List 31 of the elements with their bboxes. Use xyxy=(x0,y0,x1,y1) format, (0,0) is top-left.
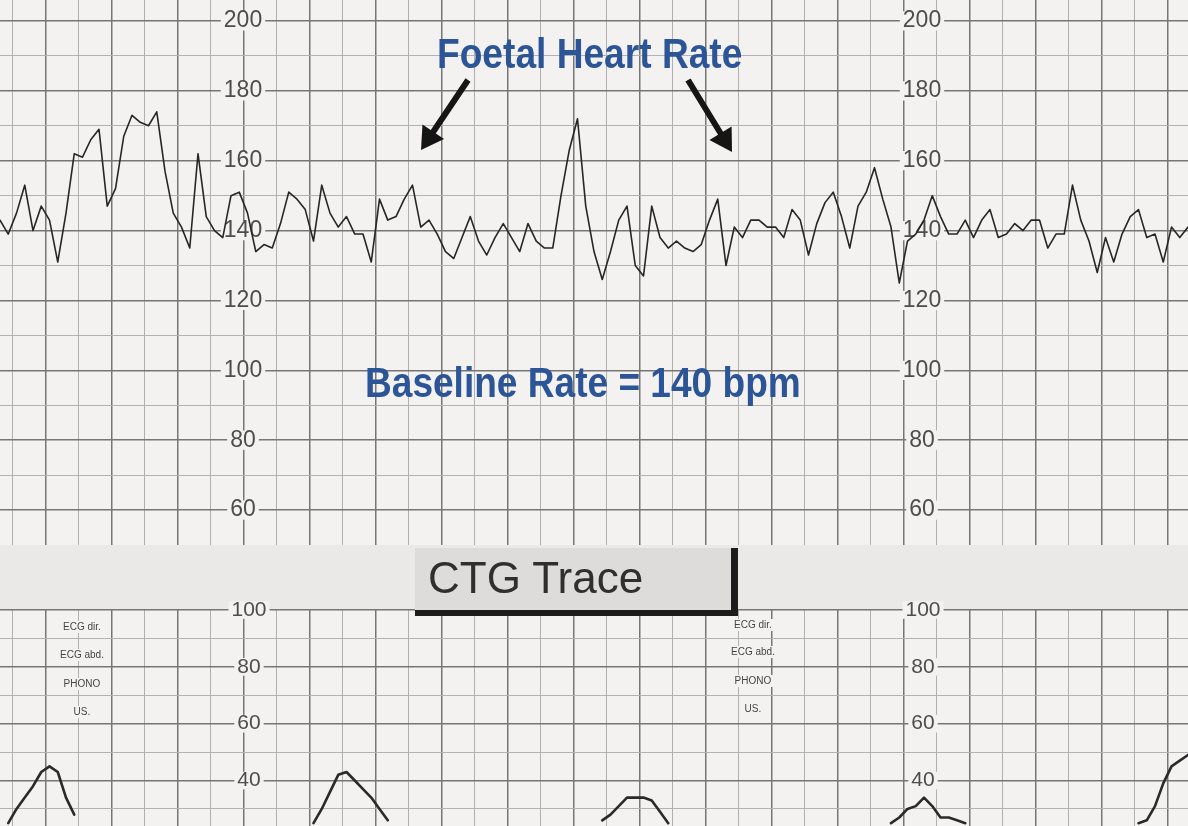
y2-tick-label: 80 xyxy=(911,653,935,677)
y-tick-label: 80 xyxy=(230,425,256,452)
annotation: PHONO xyxy=(61,678,103,690)
y2-tick-label: 120 xyxy=(902,285,942,312)
y-tick-label: 200 xyxy=(223,6,263,33)
y2-tick-label: 100 xyxy=(905,596,941,620)
y2-tick-label: 200 xyxy=(902,6,942,33)
y-tick-label: 60 xyxy=(230,495,256,522)
annotation: ECG abd. xyxy=(729,646,777,658)
y-tick-label: 100 xyxy=(223,355,263,382)
y2-tick-label: 80 xyxy=(909,425,935,452)
annotation: ECG dir. xyxy=(61,621,103,633)
y-tick-label: 160 xyxy=(223,146,263,173)
y-tick-label: 40 xyxy=(237,767,261,791)
y-tick-label: 100 xyxy=(231,596,267,620)
y2-tick-label: 100 xyxy=(902,355,942,382)
y2-tick-label: 180 xyxy=(902,76,942,103)
y2-tick-label: 40 xyxy=(911,767,935,791)
y2-tick-label: 160 xyxy=(902,146,942,173)
y-tick-label: 180 xyxy=(223,76,263,103)
annotation: US. xyxy=(742,703,764,715)
text: CTG Trace xyxy=(428,553,644,602)
annotation: ECG dir. xyxy=(732,619,774,631)
annotation: PHONO xyxy=(732,675,774,687)
y-tick-label: 80 xyxy=(237,653,261,677)
annotation: US. xyxy=(71,706,93,718)
y-tick-label: 60 xyxy=(237,710,261,734)
y-tick-label: 120 xyxy=(223,285,263,312)
y2-tick-label: 60 xyxy=(911,710,935,734)
y2-tick-label: 60 xyxy=(909,495,935,522)
annotation: ECG abd. xyxy=(58,649,106,661)
